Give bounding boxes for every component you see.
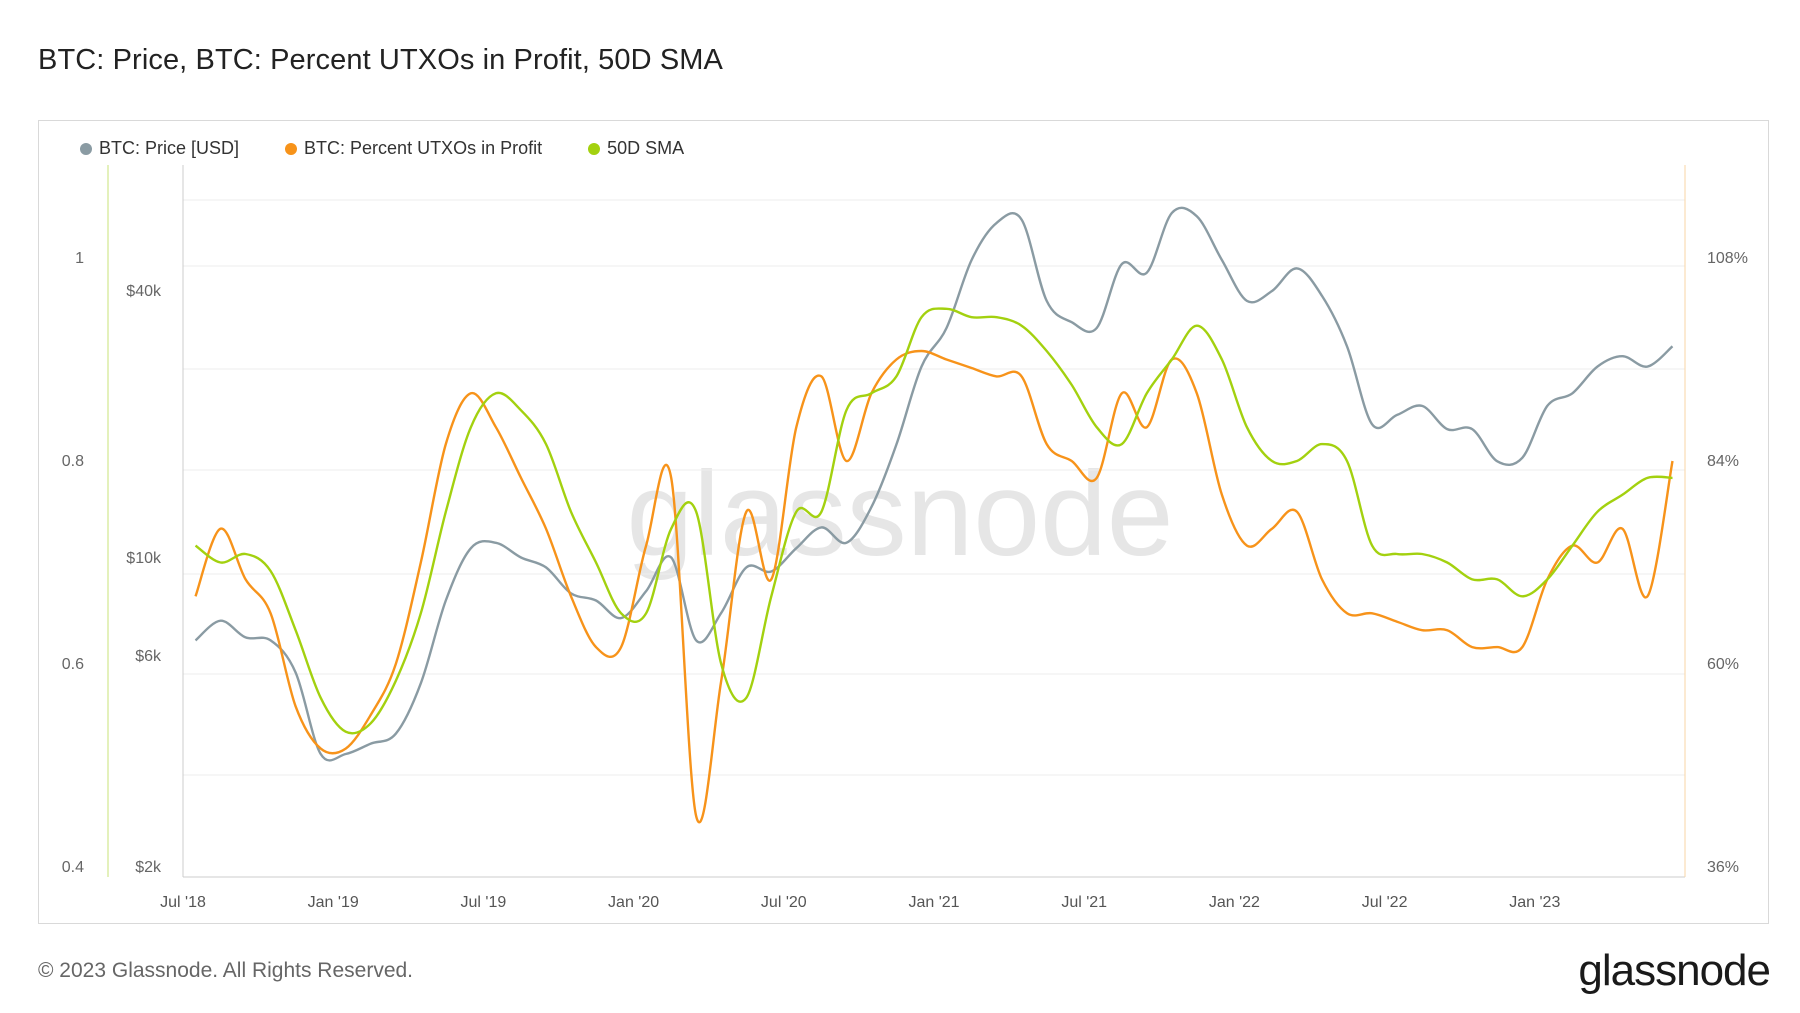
copyright: © 2023 Glassnode. All Rights Reserved. [38, 959, 414, 982]
series-line-50d-sma [194, 307, 1673, 735]
brand-logo: glassnode [1578, 946, 1771, 995]
price-axis-tick: $40k [126, 283, 162, 300]
right-axis-tick: 84% [1707, 453, 1739, 470]
legend-label: 50D SMA [607, 138, 685, 158]
left-axis-tick: 0.4 [62, 859, 84, 876]
chart-title: BTC: Price, BTC: Percent UTXOs in Profit… [38, 44, 723, 76]
legend-item-sma[interactable]: 50D SMA [588, 138, 684, 159]
x-axis-tick: Jan '22 [1209, 894, 1260, 911]
watermark: glassnode [626, 447, 1173, 581]
legend-dot-icon [285, 142, 298, 155]
series-lines [194, 206, 1674, 824]
left-axis-tick: 0.8 [62, 453, 84, 470]
legend-item-utxo[interactable]: BTC: Percent UTXOs in Profit [285, 138, 542, 159]
series-line-btc-percent-utxos-in-profit [194, 349, 1674, 824]
series-line-btc-price-usd [194, 206, 1674, 762]
x-axis-tick: Jul '19 [461, 894, 507, 911]
x-axis-tick: Jan '21 [908, 894, 959, 911]
price-axis-tick: $6k [135, 648, 162, 665]
right-axis-tick: 36% [1707, 859, 1739, 876]
right-axis-tick: 108% [1707, 250, 1748, 267]
x-axis-tick: Jan '19 [308, 894, 359, 911]
x-axis-tick: Jan '20 [608, 894, 659, 911]
x-axis-tick: Jul '20 [761, 894, 807, 911]
legend-label: BTC: Price [USD] [99, 138, 240, 158]
price-axis-tick: $2k [135, 859, 162, 876]
legend-item-price[interactable]: BTC: Price [USD] [80, 138, 239, 159]
right-axis-tick: 60% [1707, 656, 1739, 673]
legend-dot-icon [588, 142, 601, 155]
left-axis-tick: 0.6 [62, 656, 84, 673]
x-axis-tick: Jan '23 [1509, 894, 1560, 911]
legend-dot-icon [80, 142, 92, 155]
price-axis-tick: $10k [126, 550, 162, 567]
axes: 1 0.8 0.6 0.4 $40k $10k $6k $2k 108% 84% 60% 36% Jul… [62, 165, 1748, 911]
left-axis-tick: 1 [75, 250, 84, 267]
x-axis-tick: Jul '21 [1061, 894, 1107, 911]
legend-label: BTC: Percent UTXOs in Profit [304, 138, 543, 158]
x-axis-tick: Jul '22 [1362, 894, 1408, 911]
grid [183, 199, 1685, 776]
legend: BTC: Price [USD] BTC: Percent UTXOs in P… [80, 138, 684, 159]
x-axis-tick: Jul '18 [160, 894, 206, 911]
chart-panel [38, 120, 1769, 924]
